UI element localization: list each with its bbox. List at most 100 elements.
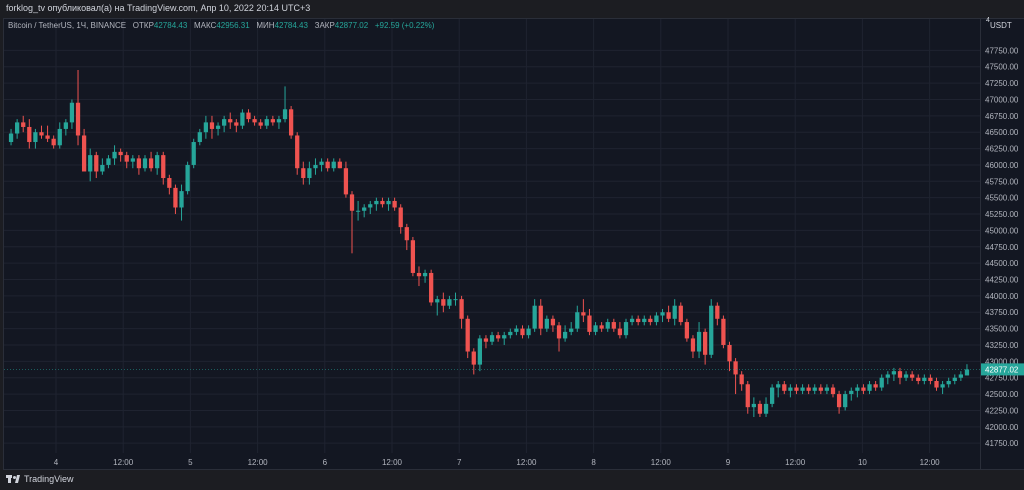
candle-body (502, 335, 507, 339)
y-tick-label: 45000.00 (985, 226, 1019, 235)
symbol-label[interactable]: Bitcoin / TetherUS, 1Ч, BINANCE (8, 21, 127, 30)
candle-body (903, 374, 909, 378)
candle-body (69, 102, 75, 123)
candle-body (148, 158, 154, 169)
candle-body (374, 200, 379, 205)
candle-body (776, 384, 781, 388)
y-tick-label: 47250.00 (985, 79, 1019, 88)
candle-body (855, 387, 860, 391)
candle-body (836, 394, 842, 408)
candle-body (514, 328, 519, 332)
y-tick-label: 41750.00 (985, 439, 1019, 448)
y-tick-label: 47500.00 (985, 63, 1019, 72)
x-tick-label: 12:00 (516, 458, 537, 467)
y-tick-label: 46500.00 (985, 128, 1019, 137)
candle-body (307, 168, 312, 179)
y-tick-label: 44250.00 (985, 276, 1019, 285)
candle-body (270, 119, 275, 123)
candle-body (240, 112, 245, 126)
ohlc-legend: Bitcoin / TetherUS, 1Ч, BINANCE ОТКР4278… (8, 21, 434, 30)
candle-body (818, 387, 823, 391)
y-tick-label: 46250.00 (985, 145, 1019, 154)
candle-body (471, 351, 476, 365)
candle-body (599, 325, 604, 329)
candle-body (617, 328, 623, 336)
candle-body (946, 380, 951, 385)
y-tick-label: 44500.00 (985, 259, 1019, 268)
candle-body (867, 384, 872, 391)
candle-body (891, 371, 897, 375)
y-tick-label: 45750.00 (985, 177, 1019, 186)
currency-label[interactable]: USDT (990, 21, 1012, 30)
candle-body (751, 403, 756, 408)
y-tick-label: 44000.00 (985, 292, 1019, 301)
candle-body (544, 318, 549, 329)
tradingview-logo-icon (6, 474, 20, 484)
plot-area[interactable]: 4 12:00 5 12:00 6 12:00 7 12:00 8 12:00 9 12:00 10 12… (3, 18, 981, 470)
x-tick-label: 12:00 (248, 458, 269, 467)
candle-body (167, 178, 172, 188)
candle-body (684, 322, 690, 339)
candle-body (404, 227, 409, 241)
candle-body (45, 135, 50, 139)
footer: TradingView (6, 474, 74, 484)
y-tick-label: 46000.00 (985, 161, 1019, 170)
x-tick-label: 4 (54, 458, 59, 467)
x-tick-label: 10 (858, 458, 867, 467)
candle-body (228, 119, 233, 123)
candle-body (958, 374, 963, 378)
candle-body (106, 158, 111, 165)
change-value: +92.59 (+0.22%) (374, 21, 435, 30)
candle-body (940, 384, 945, 388)
brand-label[interactable]: TradingView (24, 474, 74, 484)
candle-body (727, 344, 732, 362)
candle-body (161, 155, 166, 179)
candle-body (745, 384, 750, 408)
candle-body (209, 122, 215, 129)
candle-body (587, 315, 592, 332)
candle-body (282, 109, 288, 120)
candle-body (660, 312, 665, 316)
candle-body (477, 338, 482, 365)
candle-body (15, 122, 20, 134)
candle-body (27, 126, 32, 143)
candle-body (57, 128, 62, 146)
price-axis-labels: 47750.00 47500.00 47250.00 47000.00 46750.00… (981, 46, 1024, 448)
candle-body (569, 328, 574, 332)
y-tick-label: 44750.00 (985, 243, 1019, 252)
candle-body (636, 318, 641, 323)
candle-body (331, 161, 336, 169)
y-tick-label: 46750.00 (985, 112, 1019, 121)
candle-body (222, 119, 227, 126)
candle-body (642, 318, 647, 323)
candle-body (288, 109, 294, 136)
candle-body (538, 305, 543, 329)
candle-body (136, 158, 142, 169)
x-tick-label: 12:00 (382, 458, 403, 467)
candle-body (349, 194, 355, 211)
x-tick-label: 6 (323, 458, 328, 467)
candle-body (843, 394, 848, 408)
candle-body (794, 387, 799, 391)
open-label: ОТКР (132, 21, 154, 30)
candle-body (806, 387, 811, 391)
candle-body (648, 318, 653, 323)
candle-body (398, 207, 403, 228)
candle-body (703, 331, 708, 355)
candle-body (757, 403, 763, 414)
candle-body (142, 158, 148, 169)
candle-body (611, 322, 616, 329)
candle-body (928, 377, 933, 381)
candle-body (910, 374, 915, 378)
candle-body (897, 371, 903, 378)
candle-body (313, 164, 318, 169)
candle-body (410, 240, 416, 273)
candle-body (952, 377, 957, 381)
candle-body (39, 132, 44, 136)
price-axis[interactable]: 47750.00 47500.00 47250.00 47000.00 46750.00… (981, 18, 1024, 470)
candle-body (276, 119, 282, 123)
x-tick-label: 12:00 (651, 458, 672, 467)
candle-body (654, 315, 659, 323)
axis-top-marker: 4 (986, 17, 990, 24)
